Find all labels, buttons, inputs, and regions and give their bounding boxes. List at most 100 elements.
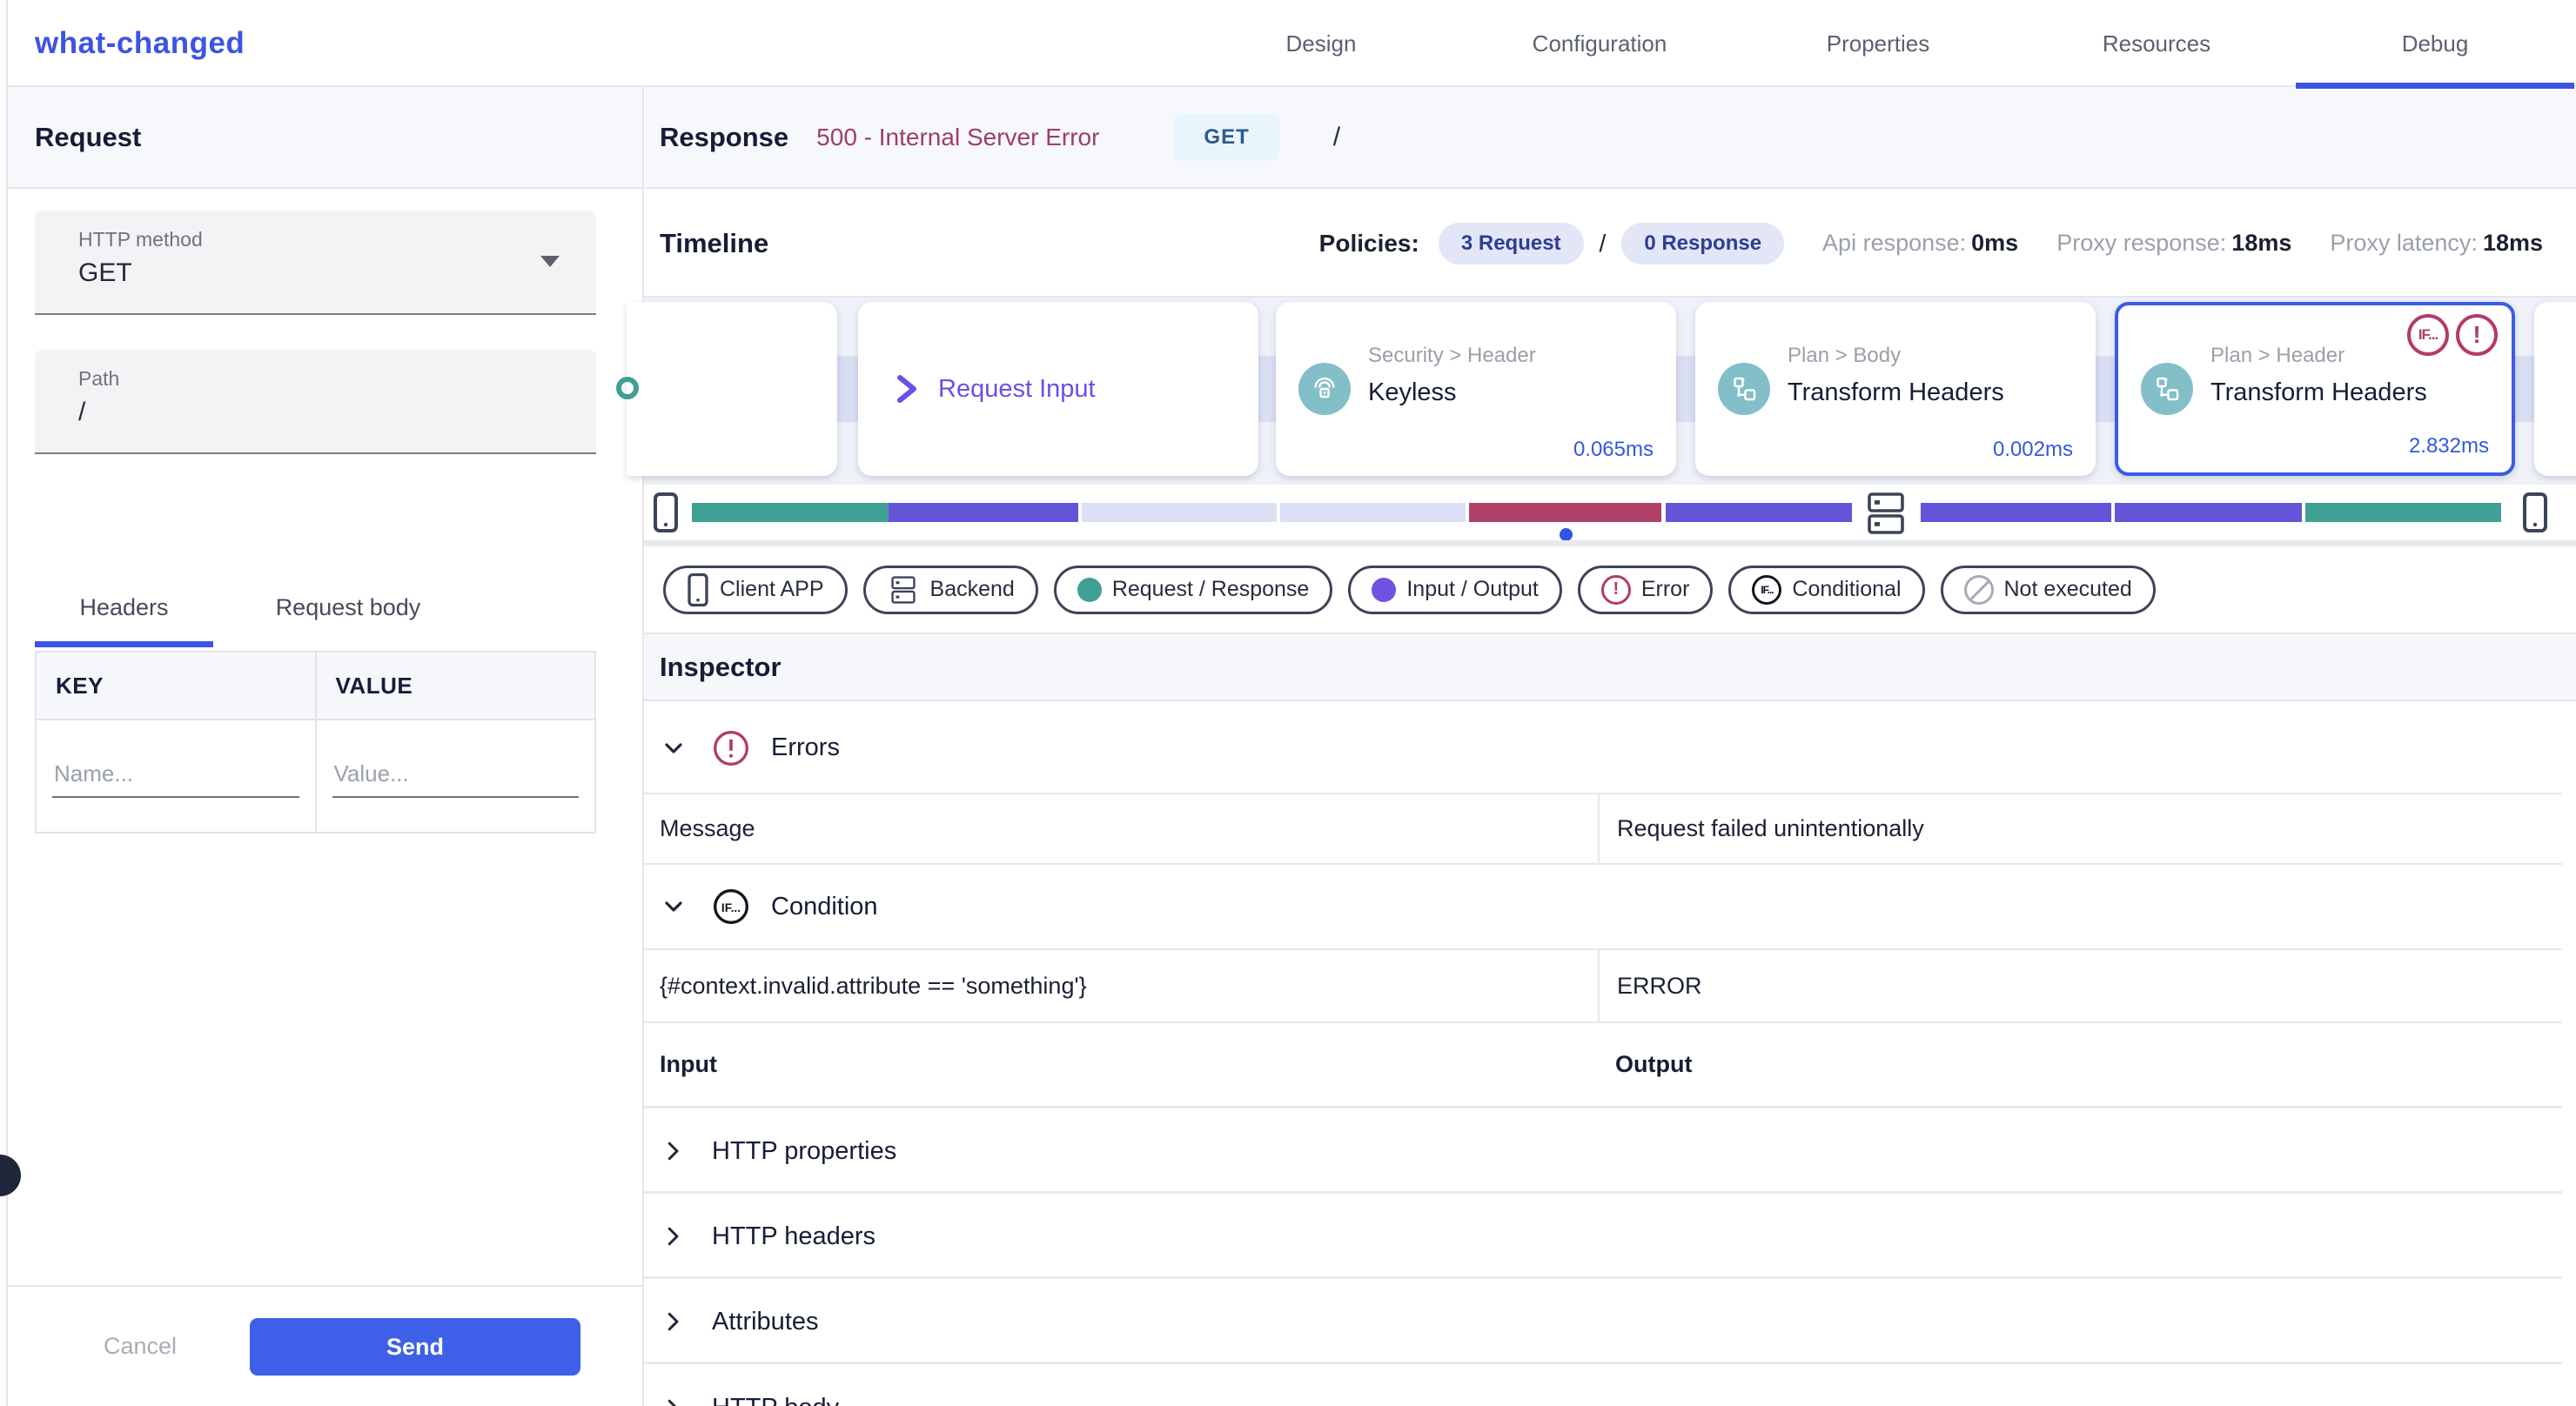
bar-segment-input-output[interactable] (1666, 503, 1852, 522)
response-policies-chip: 0 Response (1621, 222, 1785, 264)
section-http-properties[interactable]: HTTP properties (644, 1111, 2562, 1194)
errors-table-row: Message Request failed unintentionally (644, 793, 2562, 865)
conditional-badge-icon: IF... (2407, 314, 2449, 356)
teal-dot-icon (1077, 577, 1102, 602)
condition-table-row: {#context.invalid.attribute == 'somethin… (644, 948, 2562, 1023)
timeline-card-transform-headers-header-selected[interactable]: IF... ! Plan > Header Transform Headers … (2115, 302, 2515, 476)
active-tab-underline (2296, 83, 2574, 89)
api-title: what-changed (35, 26, 245, 60)
bar-segment-input-output[interactable] (1921, 503, 2111, 522)
chevron-right-icon (897, 375, 916, 403)
output-column-label: Output (1615, 1051, 1693, 1077)
chevron-right-icon (667, 1227, 679, 1246)
response-title: Response (660, 121, 789, 152)
condition-expression: {#context.invalid.attribute == 'somethin… (660, 972, 1087, 999)
legend-conditional: IF... Conditional (1728, 565, 1925, 614)
tab-properties[interactable]: Properties (1826, 30, 1930, 57)
tab-headers[interactable]: Headers (35, 567, 213, 647)
card-duration: 0.002ms (1992, 438, 2073, 461)
tab-resources[interactable]: Resources (2102, 30, 2211, 57)
transform-headers-icon (1718, 363, 1770, 415)
tab-debug[interactable]: Debug (2296, 0, 2574, 89)
request-footer: Cancel Send (8, 1285, 642, 1406)
path-value: / (78, 398, 86, 426)
send-button[interactable]: Send (250, 1318, 580, 1376)
card-name: Transform Headers (1788, 378, 2004, 406)
client-phone-icon (2523, 492, 2547, 532)
error-message-value: Request failed unintentionally (1598, 794, 2562, 863)
keyless-icon (1298, 363, 1351, 415)
policies-cluster: Policies: 3 Request / 0 Response Api res… (1319, 222, 2543, 264)
section-attributes[interactable]: Attributes (644, 1282, 2562, 1364)
card-label: Request Input (938, 374, 1096, 403)
purple-dot-icon (1372, 577, 1397, 602)
bar-segment-request-response[interactable] (2305, 503, 2501, 522)
header-value-input[interactable] (332, 754, 579, 798)
card-category: Security > Header (1368, 344, 1536, 367)
backend-server-icon (1868, 492, 1904, 534)
error-circle-icon (714, 730, 748, 766)
timeline-card-request-input[interactable]: Request Input (858, 302, 1258, 476)
bar-segment-input-output[interactable] (889, 503, 1078, 522)
card-duration: 2.832ms (2408, 434, 2489, 458)
condition-section-toggle[interactable]: IF... Condition (644, 865, 2576, 948)
tab-configuration[interactable]: Configuration (1532, 30, 1667, 57)
collapsed-nav-rail (0, 0, 8, 1406)
slash-circle-icon (1963, 574, 1994, 605)
error-badge-icon: ! (2456, 314, 2498, 356)
chevron-down-icon (665, 901, 682, 912)
http-method-value: GET (78, 258, 132, 287)
errors-section-label: Errors (771, 733, 840, 761)
timeline-card-keyless[interactable]: Security > Header Keyless 0.065ms (1276, 302, 1676, 476)
tab-design[interactable]: Design (1285, 30, 1357, 57)
cancel-button[interactable]: Cancel (104, 1333, 178, 1359)
main-tabs: Design Configuration Properties Resource… (1182, 0, 2574, 89)
debug-panel: Response 500 - Internal Server Error GET… (616, 87, 2576, 1406)
phone-icon (688, 572, 708, 606)
transform-headers-icon (2141, 363, 2193, 415)
response-path: / (1332, 122, 1341, 151)
bar-segment-error-selected[interactable] (1469, 503, 1661, 522)
timeline-card-transform-headers-body[interactable]: Plan > Body Transform Headers 0.002ms (1695, 302, 2096, 476)
tab-request-body[interactable]: Request body (275, 593, 421, 620)
timeline-title: Timeline (660, 227, 769, 258)
card-badges: IF... ! (2407, 314, 2498, 356)
svg-text:IF...: IF... (721, 901, 741, 914)
header-name-input[interactable] (52, 754, 299, 798)
bar-segment-request-response[interactable] (692, 503, 889, 522)
selected-segment-dot (1560, 528, 1573, 541)
request-panel: Request HTTP method GET Path / Headers R… (0, 87, 642, 1406)
condition-result: ERROR (1598, 950, 2562, 1021)
section-http-body[interactable]: HTTP body (644, 1367, 2562, 1406)
error-message-key: Message (660, 815, 755, 841)
path-field[interactable]: Path / (35, 350, 596, 454)
method-chip: GET (1174, 113, 1279, 161)
error-circle-icon: ! (1600, 574, 1631, 605)
chevron-right-icon (667, 1142, 679, 1161)
dropdown-caret-icon (540, 256, 560, 267)
input-output-header: Input Output (644, 1023, 2562, 1108)
api-response-metric: Api response: 0ms (1822, 230, 2019, 256)
bar-segment-not-executed[interactable] (1082, 503, 1277, 522)
http-method-select[interactable]: HTTP method GET (35, 211, 596, 315)
legend-input-output: Input / Output (1348, 565, 1562, 614)
execution-bar (644, 485, 2576, 541)
card-duration: 0.065ms (1573, 438, 1654, 461)
inspector-header: Inspector (644, 633, 2576, 701)
response-status: 500 - Internal Server Error (816, 123, 1100, 151)
chevron-down-icon (665, 742, 682, 753)
response-header: Response 500 - Internal Server Error GET… (644, 87, 2576, 189)
section-http-headers[interactable]: HTTP headers (644, 1196, 2562, 1279)
timeline-card-partial[interactable] (616, 302, 837, 476)
errors-section-toggle[interactable]: Errors (644, 703, 2576, 793)
legend-backend: Backend (862, 565, 1038, 614)
request-subtabs: Headers Request body (35, 567, 448, 647)
bar-segment-not-executed[interactable] (1280, 503, 1466, 522)
timeline-card-partial[interactable] (2534, 302, 2576, 476)
value-cell (314, 720, 595, 832)
key-cell (37, 720, 315, 832)
request-response-dot-icon (616, 377, 639, 399)
bar-segment-input-output[interactable] (2115, 503, 2302, 522)
if-circle-icon: IF... (714, 889, 748, 924)
